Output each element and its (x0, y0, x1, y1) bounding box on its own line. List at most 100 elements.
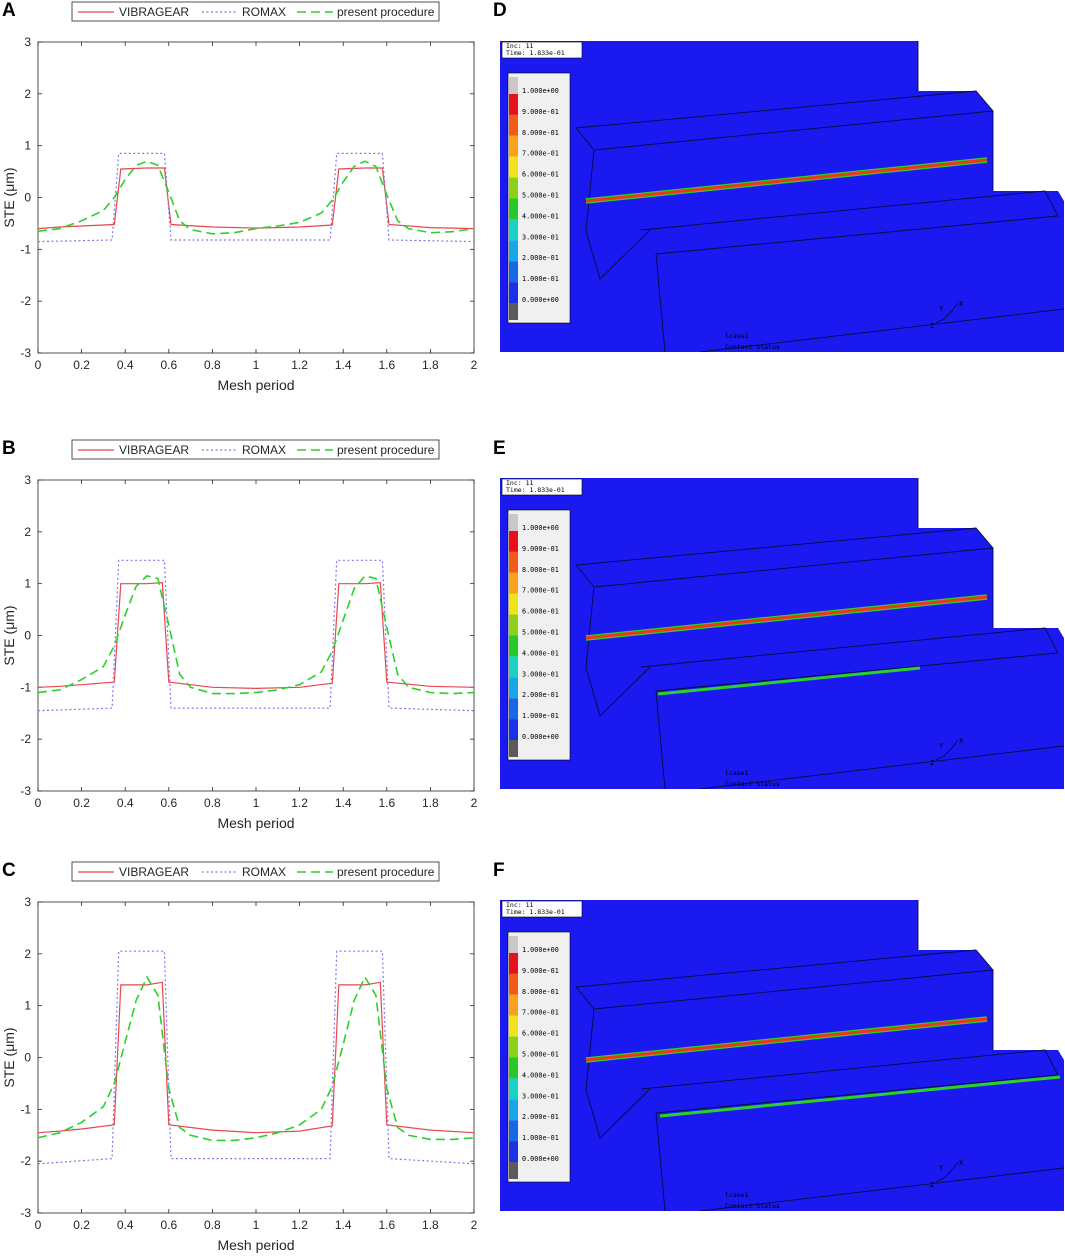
legend-value: 9.000e-01 (522, 967, 559, 975)
legend: VIBRAGEAR ROMAX present procedure (71, 439, 440, 460)
gear-body (500, 900, 1064, 1211)
legend: VIBRAGEAR ROMAX present procedure (71, 1, 440, 22)
x-tick-label: 1.8 (422, 796, 439, 810)
legend-entry-label: present procedure (337, 865, 435, 879)
legend-value: 3.000e-01 (522, 233, 559, 241)
x-tick-label: 0.6 (160, 796, 177, 810)
axis-z-label: Z (930, 759, 934, 767)
legend-value: 1.000e-01 (522, 1134, 559, 1142)
series-line-vibragear (37, 981, 475, 1134)
x-tick-label: 1 (253, 358, 260, 372)
legend-value: 8.000e-01 (522, 566, 559, 574)
contact-band-core (585, 158, 988, 203)
x-tick-label: 0.8 (204, 358, 221, 372)
legend-value: 7.000e-01 (522, 1009, 559, 1017)
x-tick-label: 1.2 (291, 796, 308, 810)
legend-swatch (509, 551, 518, 573)
y-tick-label: -2 (20, 294, 31, 308)
legend-value: 0.000e+00 (522, 733, 559, 741)
time-label: Time: 1.833e-01 (506, 486, 565, 494)
legend-value: 1.000e+00 (522, 946, 559, 954)
y-tick-label: 0 (24, 1051, 31, 1065)
legend-value: 4.000e-01 (522, 212, 559, 220)
panel-label-e: E (493, 438, 506, 459)
x-tick-label: 1.2 (291, 1218, 308, 1232)
legend-swatch (509, 282, 518, 303)
x-tick-label: 0 (35, 358, 42, 372)
contact-band-core (585, 1017, 988, 1062)
legend-value: 9.000e-01 (522, 545, 559, 553)
panel-label-d: D (493, 0, 507, 21)
legend-swatch (509, 77, 518, 94)
case-label: lcase1 (725, 769, 749, 777)
legend-value: 5.000e-01 (522, 192, 559, 200)
axis-z-label: Z (930, 322, 934, 330)
legend-value: 2.000e-01 (522, 691, 559, 699)
legend-panel (507, 931, 571, 1183)
y-tick-label: 2 (24, 947, 31, 961)
tooth-profile (585, 1008, 651, 1139)
y-tick-label: 0 (24, 191, 31, 205)
axis-triad (935, 739, 959, 761)
legend-swatch (509, 1015, 518, 1037)
legend-value: 5.000e-01 (522, 1051, 559, 1059)
legend-swatch (509, 635, 518, 657)
legend-value: 2.000e-01 (522, 254, 559, 262)
y-axis-label: STE (μm) (1, 605, 17, 665)
ste-chart-a: 3 2 1 0 -1 -2 -3 0 0.2 0.4 0.6 0.8 1 1.2 1.4 1.6 1.8 2 Mes… (1, 1, 478, 393)
y-tick-label: -1 (20, 680, 31, 694)
status-label: Contact Status (725, 780, 780, 788)
legend-panel (507, 509, 571, 761)
axis-z-label: Z (930, 1181, 934, 1189)
legend-swatch (509, 973, 518, 995)
legend-value: 7.000e-01 (522, 587, 559, 595)
legend-swatch (509, 572, 518, 594)
legend-value: 6.000e-01 (522, 171, 559, 179)
legend-swatch (509, 94, 518, 115)
x-tick-label: 0.2 (73, 358, 90, 372)
time-box (501, 41, 583, 59)
gear-body (500, 478, 1064, 789)
panel-label-c: C (2, 860, 16, 881)
x-tick-label: 2 (471, 1218, 478, 1232)
x-tick-label: 1.6 (378, 358, 395, 372)
series-line-vibragear (37, 167, 475, 230)
tooth2-edge (655, 1112, 666, 1211)
x-tick-label: 0.8 (204, 1218, 221, 1232)
legend-swatch (509, 656, 518, 678)
contact-band-core (585, 595, 988, 640)
legend-swatch (509, 114, 518, 136)
legend-entry-label: ROMAX (242, 865, 286, 879)
legend-value: 6.000e-01 (522, 1030, 559, 1038)
legend-swatch (509, 1057, 518, 1079)
y-tick-label: -3 (20, 784, 31, 798)
series-line-vibragear (37, 581, 475, 690)
status-label: Contact Status (725, 1202, 780, 1210)
legend-value: 2.000e-01 (522, 1113, 559, 1121)
legend-value: 0.000e+00 (522, 296, 559, 304)
x-tick-label: 2 (471, 796, 478, 810)
x-tick-label: 0.8 (204, 796, 221, 810)
x-tick-label: 0 (35, 1218, 42, 1232)
x-tick-label: 1.8 (422, 358, 439, 372)
case-label: lcase1 (725, 332, 749, 340)
x-tick-label: 1 (253, 796, 260, 810)
y-tick-label: 3 (24, 35, 31, 49)
contact-band-second (657, 666, 921, 696)
x-tick-label: 1 (253, 1218, 260, 1232)
y-tick-label: -1 (20, 1102, 31, 1116)
legend-swatch (509, 1036, 518, 1058)
fea-contact-image-d: Inc: 11 Time: 1.833e-01 1.000e+00 9.000e-01… (500, 41, 1064, 352)
legend-swatch (509, 677, 518, 699)
y-tick-label: -3 (20, 1206, 31, 1220)
inc-label: Inc: 11 (506, 42, 533, 50)
x-tick-label: 0.4 (117, 1218, 134, 1232)
legend-swatch (509, 593, 518, 615)
legend-entry-label: ROMAX (242, 443, 286, 457)
lower-edge (699, 308, 1064, 352)
x-tick-label: 0.2 (73, 796, 90, 810)
panel-label-f: F (493, 860, 505, 881)
y-tick-label: -3 (20, 346, 31, 360)
tooth-profile (585, 586, 651, 717)
